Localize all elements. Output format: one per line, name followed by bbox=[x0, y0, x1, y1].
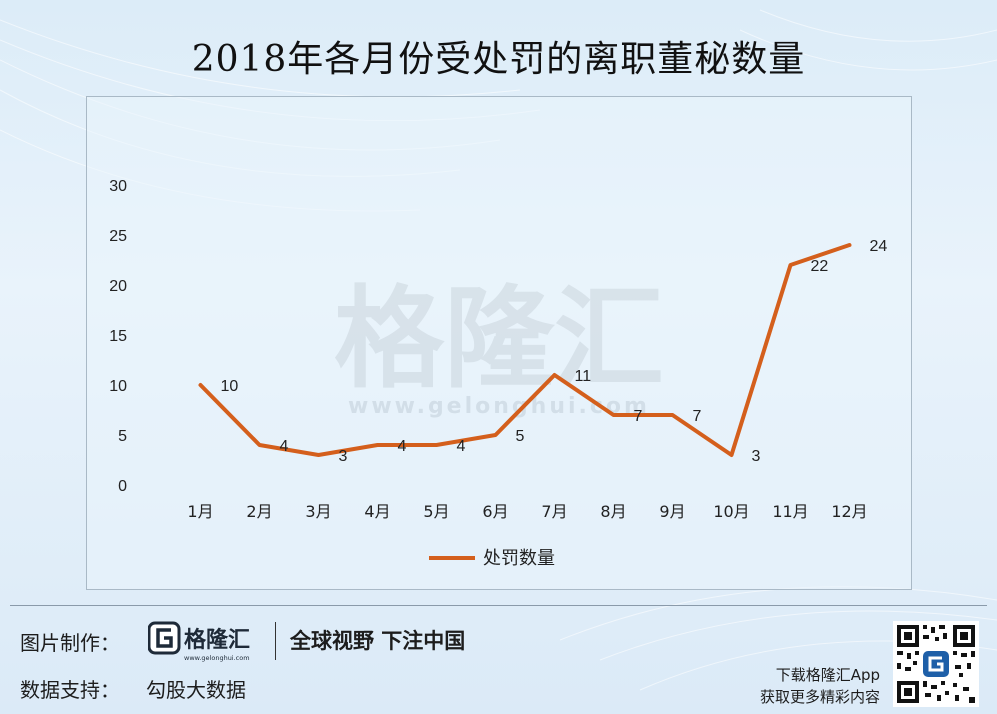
data-label: 10 bbox=[221, 378, 239, 395]
watermark-brand: 格隆汇 bbox=[334, 275, 664, 403]
gelonghui-logo: 格隆汇 www.gelonghui.com bbox=[148, 621, 250, 662]
x-tick-label: 4月 bbox=[364, 502, 390, 521]
x-tick-label: 12月 bbox=[831, 502, 867, 521]
data-label: 5 bbox=[516, 428, 525, 445]
data-label: 4 bbox=[280, 438, 289, 455]
watermark-url: www.gelonghui.com bbox=[348, 394, 650, 419]
data-label: 24 bbox=[870, 238, 888, 255]
y-tick-label: 25 bbox=[109, 228, 127, 245]
brand-name: 格隆汇 bbox=[184, 627, 250, 653]
slogan: 全球视野 下注中国 bbox=[290, 629, 466, 653]
y-tick-label: 20 bbox=[109, 278, 127, 295]
made-by-label: 图片制作： bbox=[20, 631, 120, 655]
x-tick-label: 9月 bbox=[659, 502, 685, 521]
app-download-text: 下载格隆汇App bbox=[775, 666, 880, 684]
data-label: 22 bbox=[811, 258, 829, 275]
x-tick-label: 10月 bbox=[713, 502, 749, 521]
data-label: 11 bbox=[575, 368, 592, 385]
brand-separator bbox=[275, 622, 276, 660]
y-tick-label: 30 bbox=[109, 178, 127, 195]
legend: 处罚数量 bbox=[429, 548, 555, 569]
data-label: 3 bbox=[752, 448, 761, 465]
x-tick-label: 8月 bbox=[600, 502, 626, 521]
data-support-label: 数据支持： bbox=[20, 678, 120, 702]
legend-label: 处罚数量 bbox=[483, 548, 555, 569]
x-tick-label: 2月 bbox=[246, 502, 272, 521]
x-tick-label: 3月 bbox=[305, 502, 331, 521]
y-tick-label: 0 bbox=[118, 478, 127, 495]
app-promo-text: 获取更多精彩内容 bbox=[759, 688, 880, 706]
data-source: 勾股大数据 bbox=[146, 678, 246, 702]
x-tick-label: 1月 bbox=[187, 502, 213, 521]
chart-area: 格隆汇 www.gelonghui.com 0 5 10 15 20 25 30 1月 2月 3月 4月… bbox=[86, 96, 912, 590]
data-label: 7 bbox=[693, 408, 702, 425]
data-label: 3 bbox=[339, 448, 348, 465]
y-tick-label: 5 bbox=[118, 428, 127, 445]
brand-url: www.gelonghui.com bbox=[184, 654, 250, 662]
footer-divider bbox=[10, 605, 987, 606]
x-tick-label: 5月 bbox=[423, 502, 449, 521]
x-tick-label: 6月 bbox=[482, 502, 508, 521]
data-label: 4 bbox=[457, 438, 466, 455]
data-label: 7 bbox=[634, 408, 643, 425]
data-label: 4 bbox=[398, 438, 407, 455]
qr-code[interactable] bbox=[893, 621, 979, 707]
chart-title: 2018年各月份受处罚的离职董秘数量 bbox=[191, 39, 806, 80]
x-tick-label: 11月 bbox=[772, 502, 808, 521]
y-tick-label: 15 bbox=[109, 328, 127, 345]
x-tick-label: 7月 bbox=[541, 502, 567, 521]
series-line bbox=[198, 243, 852, 457]
y-tick-label: 10 bbox=[109, 378, 127, 395]
